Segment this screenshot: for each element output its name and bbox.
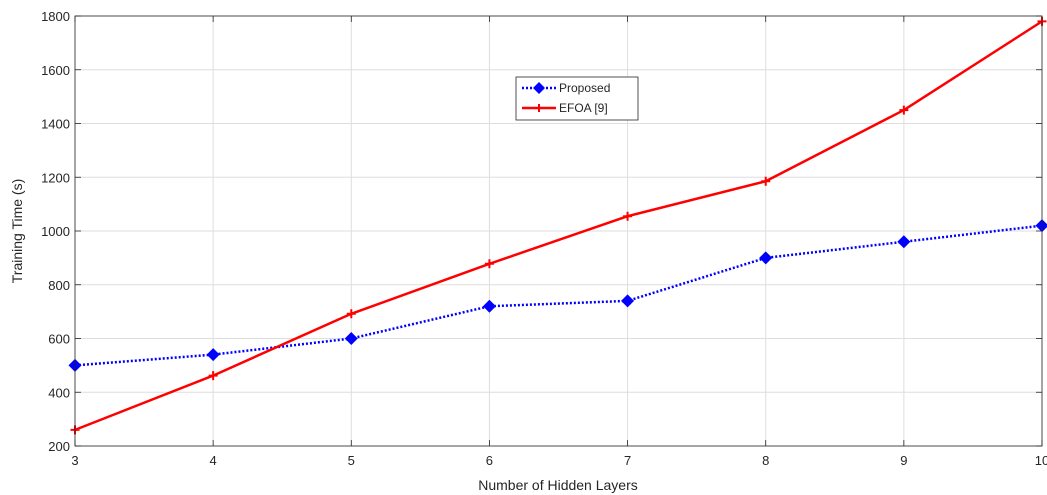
y-tick-label: 1000 bbox=[41, 224, 70, 239]
data-point-efoa-9 bbox=[623, 211, 633, 221]
x-tick-label: 6 bbox=[486, 453, 493, 468]
data-point-proposed bbox=[897, 235, 911, 249]
y-tick-label: 1200 bbox=[41, 170, 70, 185]
x-axis-label: Number of Hidden Layers bbox=[478, 477, 638, 493]
legend-label-efoa: EFOA [9] bbox=[559, 101, 608, 115]
y-axis-label: Training Time (s) bbox=[9, 179, 25, 284]
data-point-efoa-9 bbox=[899, 105, 909, 115]
data-point-proposed bbox=[344, 332, 358, 345]
legend-marker-efoa bbox=[535, 104, 543, 112]
y-tick-label: 400 bbox=[48, 385, 70, 400]
data-point-efoa-9 bbox=[484, 259, 494, 269]
data-point-proposed bbox=[1035, 219, 1047, 233]
y-tick-label: 1800 bbox=[41, 9, 70, 24]
legend-box bbox=[515, 76, 639, 121]
series-line-efoa-9 bbox=[74, 20, 1043, 432]
data-point-proposed bbox=[621, 294, 635, 308]
tick-labels: 3 4 5 6 7 8 9 10 200 400 600 800 1000 1200 1400 1600 180… bbox=[41, 9, 1047, 468]
legend-marker-proposed bbox=[533, 82, 545, 94]
x-tick-label: 9 bbox=[900, 453, 907, 468]
plot-frame bbox=[74, 15, 1043, 447]
data-point-efoa-9 bbox=[761, 176, 771, 186]
legend-label-proposed: Proposed bbox=[559, 81, 610, 95]
x-tick-label: 10 bbox=[1035, 453, 1047, 468]
data-point-proposed bbox=[759, 251, 773, 265]
y-tick-label: 200 bbox=[48, 439, 70, 454]
data-point-proposed bbox=[206, 348, 220, 362]
data-point-efoa-9 bbox=[346, 309, 356, 319]
x-tick-label: 3 bbox=[71, 453, 78, 468]
data-point-efoa-9 bbox=[208, 371, 218, 381]
y-tick-label: 600 bbox=[48, 332, 70, 347]
y-tick-label: 1400 bbox=[41, 117, 70, 132]
x-tick-label: 8 bbox=[762, 453, 769, 468]
x-tick-label: 7 bbox=[624, 453, 631, 468]
data-point-proposed bbox=[482, 299, 496, 313]
y-tick-label: 1600 bbox=[41, 63, 70, 78]
series-line-proposed bbox=[74, 224, 1043, 367]
x-tick-label: 5 bbox=[348, 453, 355, 468]
legend: Proposed EFOA [9] bbox=[515, 76, 639, 121]
y-tick-label: 800 bbox=[48, 278, 70, 293]
x-tick-label: 4 bbox=[210, 453, 217, 468]
